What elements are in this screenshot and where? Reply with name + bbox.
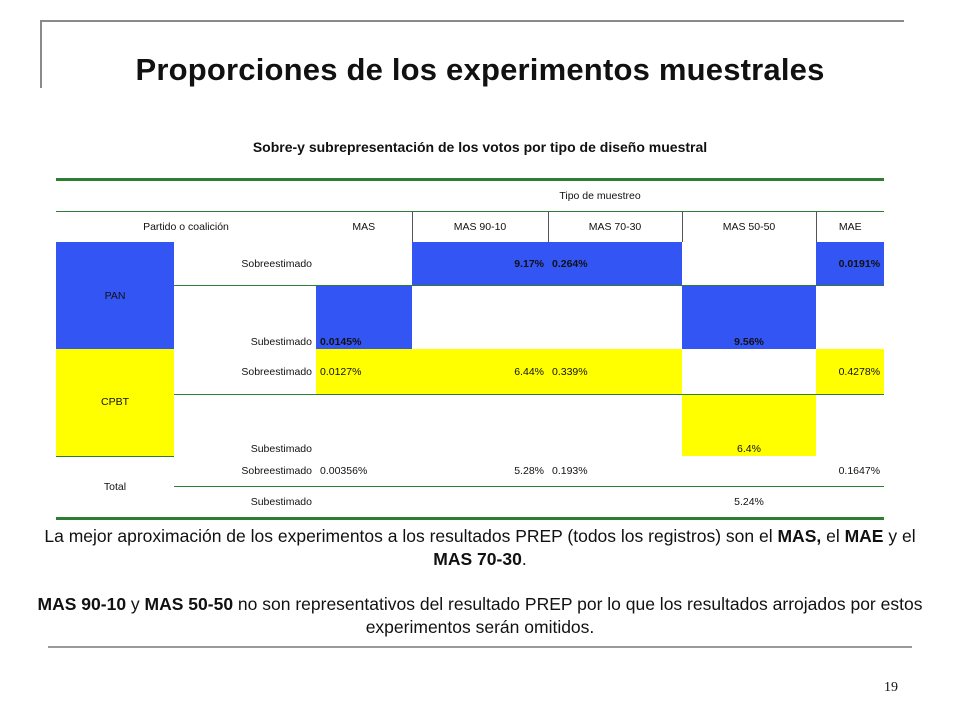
col-header-mas: MAS xyxy=(316,211,413,242)
cell: 5.28% xyxy=(514,465,544,477)
bold-run: MAS 70-30 xyxy=(433,549,522,569)
text-run: La mejor aproximación de los experimento… xyxy=(44,526,778,546)
cell: 0.193% xyxy=(552,465,588,477)
table-subtitle: Sobre-y subrepresentación de los votos p… xyxy=(252,139,708,155)
bold-run: MAS 50-50 xyxy=(144,594,234,614)
text-run: y xyxy=(126,594,145,614)
cell xyxy=(682,349,816,395)
cell: 9.56% xyxy=(682,285,816,349)
frame-top-line xyxy=(40,20,904,22)
text-run: . xyxy=(521,549,527,569)
row-label: Sobreestimado xyxy=(241,465,312,477)
table-column-header-row: Partido o coalición MAS MAS 90-10 MAS 70… xyxy=(56,211,885,242)
row-label: Subestimado xyxy=(174,285,316,349)
col-header-mas-90-10: MAS 90-10 xyxy=(412,211,549,242)
cell xyxy=(548,394,682,456)
cell: 6.44% xyxy=(412,349,548,395)
bold-run: MAS, xyxy=(777,526,822,546)
table-row: Total Sobreestimado 0.00356% 5.28% 0.193… xyxy=(56,455,884,520)
table-row: Subestimado 0.0145% 9.56% xyxy=(56,285,885,349)
row-label: Sobreestimado xyxy=(241,257,312,270)
cell xyxy=(412,486,548,520)
cell: 0.00356% xyxy=(320,465,368,477)
cell xyxy=(412,394,548,456)
text-run: el xyxy=(821,526,845,546)
cell xyxy=(412,285,548,349)
cell xyxy=(682,456,816,487)
text-run: no son representativos del resultado PRE… xyxy=(233,594,923,637)
cell: 0.1647% xyxy=(838,465,881,477)
cell xyxy=(816,285,885,349)
cell xyxy=(316,486,412,520)
cell xyxy=(816,394,885,456)
group-label-total: Total xyxy=(56,455,174,520)
cell: 0.0191% xyxy=(816,242,885,286)
group-label-pan: PAN xyxy=(56,242,174,349)
cell: 6.4% xyxy=(682,394,816,456)
cell xyxy=(548,285,682,349)
group-header: Tipo de muestreo xyxy=(316,178,885,212)
frame-bottom-line xyxy=(48,646,912,648)
cell xyxy=(682,242,816,286)
table-row: Subestimado 6.4% xyxy=(56,394,885,456)
sampling-table: Tipo de muestreo Partido o coalición MAS… xyxy=(56,178,885,520)
table-row: CPBT Sobreestimado 0.0127% 6.44% 0.339% … xyxy=(56,349,885,456)
frame-left-line xyxy=(40,20,42,88)
cell xyxy=(816,486,885,520)
row-label: Subestimado xyxy=(174,394,316,456)
text-run: y el xyxy=(883,526,916,546)
cell xyxy=(548,486,682,520)
col-header-mas-70-30: MAS 70-30 xyxy=(548,211,683,242)
cell: 0.4278% xyxy=(816,349,885,395)
cell xyxy=(316,242,412,286)
cell: 0.264% xyxy=(548,242,682,286)
col-header-mae: MAE xyxy=(816,211,885,242)
table-row: PAN Sobreestimado 9.17% 0.264% 0.0191% xyxy=(56,242,885,349)
omission-paragraph: MAS 90-10 y MAS 50-50 no son representat… xyxy=(30,593,930,639)
table-group-header-row: Tipo de muestreo xyxy=(56,178,885,212)
row-label: Sobreestimado xyxy=(241,365,312,378)
cell: 9.17% xyxy=(412,242,548,286)
bold-run: MAS 90-10 xyxy=(37,594,127,614)
cell: 0.339% xyxy=(548,349,682,395)
col-header-mas-50-50: MAS 50-50 xyxy=(682,211,817,242)
row-label: Subestimado xyxy=(174,486,316,520)
conclusion-paragraph: La mejor aproximación de los experimento… xyxy=(30,525,930,571)
cell: 5.24% xyxy=(682,486,816,520)
bold-run: MAE xyxy=(844,526,884,546)
cell: 0.0145% xyxy=(316,285,412,349)
page-number: 19 xyxy=(884,680,898,695)
cell: 0.0127% xyxy=(316,349,412,395)
group-label-cpbt: CPBT xyxy=(56,349,174,456)
row-header: Partido o coalición xyxy=(56,211,316,242)
table-row: Subestimado 5.24% xyxy=(56,486,885,520)
slide-title: Proporciones de los experimentos muestra… xyxy=(135,52,825,87)
cell xyxy=(316,394,412,456)
